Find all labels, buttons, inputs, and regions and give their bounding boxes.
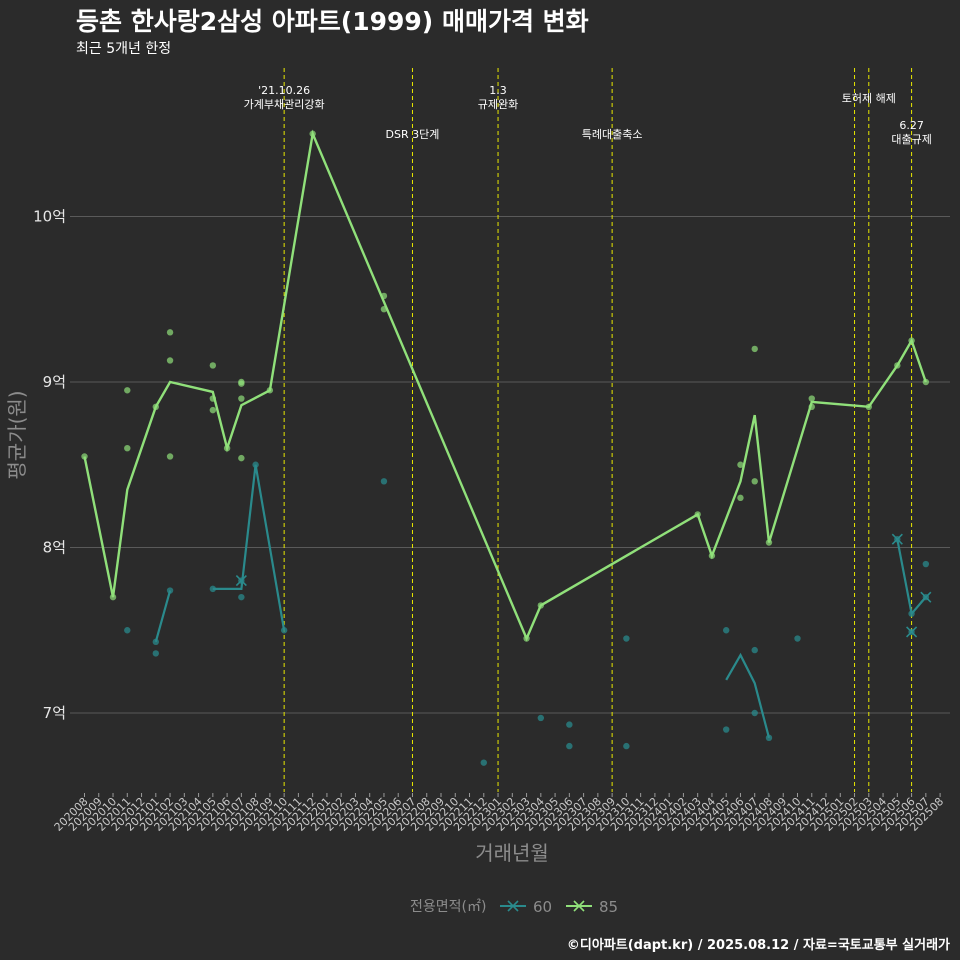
data-point-60 — [152, 638, 159, 646]
event-annotation: 6.27 — [899, 119, 924, 132]
y-tick-label: 9억 — [43, 373, 66, 391]
axis-ticks: 7억8억9억10억2020082020092020102020112020122… — [33, 208, 946, 834]
data-point-60 — [751, 646, 758, 654]
y-tick-label: 7억 — [43, 704, 66, 722]
footer-credit: ©디아파트(dapt.kr) / 2025.08.12 / 자료=국토교통부 실… — [566, 938, 950, 953]
event-annotation: 가계부채관리강화 — [244, 98, 325, 111]
legend-label: 60 — [533, 898, 552, 916]
data-point-85 — [81, 453, 88, 460]
x-marker-60 — [920, 591, 932, 603]
data-point-60 — [124, 627, 131, 634]
data-point-85 — [209, 406, 217, 414]
chart-title: 등촌 한사랑2삼성 아파트(1999) 매매가격 변화 — [76, 7, 589, 36]
data-point-60 — [765, 734, 773, 742]
x-axis-title: 거래년월 — [475, 841, 549, 865]
data-point-60 — [794, 635, 801, 642]
y-axis-title: 평균가(원) — [5, 390, 29, 479]
data-point-60 — [380, 478, 388, 485]
event-annotation: DSR 3단계 — [386, 128, 440, 141]
data-point-60 — [152, 650, 159, 657]
event-annotation: 특례대출축소 — [582, 128, 643, 141]
event-annotation: 규제완화 — [478, 98, 518, 111]
data-point-60 — [480, 759, 487, 766]
legend-title: 전용면적(㎡) — [410, 899, 486, 915]
series-60-line — [154, 590, 172, 643]
legend-key-marker — [507, 900, 519, 912]
x-marker-60 — [235, 575, 247, 587]
chart-subtitle: 최근 5개년 한정 — [76, 41, 172, 57]
data-point-60 — [751, 709, 758, 717]
data-point-85 — [238, 380, 245, 387]
data-point-60 — [723, 726, 730, 733]
data-point-60 — [566, 721, 573, 728]
data-point-60 — [922, 560, 930, 568]
event-annotation: 1.3 — [489, 84, 507, 97]
data-point-85 — [166, 329, 174, 336]
data-point-60 — [623, 742, 630, 750]
data-point-85 — [751, 345, 758, 353]
event-annotation: 토허제 해제 — [842, 91, 896, 105]
series-60-line — [896, 538, 927, 617]
data-point-85 — [238, 454, 245, 462]
legend-label: 85 — [599, 898, 618, 916]
series-60-line — [725, 652, 771, 739]
data-point-85 — [124, 387, 131, 394]
data-point-60 — [566, 742, 573, 750]
x-marker-60 — [906, 626, 918, 638]
legend-key-marker — [573, 900, 585, 912]
event-annotation: 대출규제 — [891, 133, 931, 146]
data-point-60 — [537, 714, 545, 722]
data-point-85 — [737, 461, 744, 468]
legend: 전용면적(㎡) 60 85 — [410, 898, 618, 916]
data-point-85 — [808, 395, 815, 402]
data-point-85 — [124, 445, 131, 452]
y-tick-label: 8억 — [43, 539, 66, 557]
x-marker-60 — [891, 533, 903, 545]
y-tick-label: 10억 — [33, 208, 66, 226]
data-point-85 — [238, 395, 245, 402]
data-point-85 — [737, 494, 744, 502]
series-60-line — [212, 464, 286, 631]
data-point-60 — [723, 627, 730, 634]
data-point-85 — [209, 362, 217, 369]
data-point-85 — [751, 478, 758, 485]
data-point-85 — [166, 453, 174, 460]
event-annotation: '21.10.26 — [258, 84, 310, 97]
series-85-line — [83, 129, 927, 642]
series-layer — [81, 129, 932, 766]
data-point-60 — [623, 635, 630, 642]
data-point-85 — [166, 357, 174, 364]
grid-lines — [70, 216, 950, 714]
data-point-60 — [238, 593, 245, 601]
